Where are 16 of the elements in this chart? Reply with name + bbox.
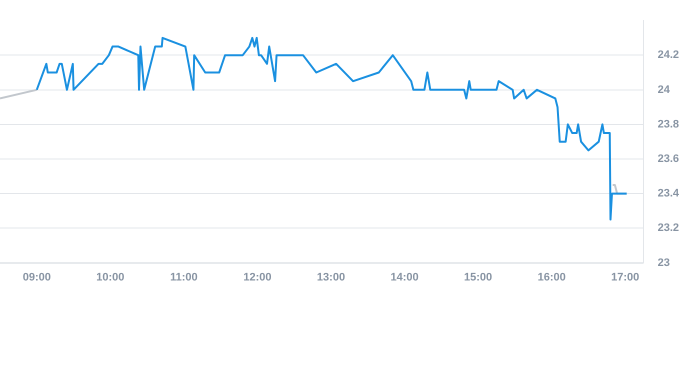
- x-tick-label: 15:00: [464, 271, 492, 284]
- y-tick-label: 24.2: [658, 49, 680, 62]
- y-tick-label: 23.4: [658, 188, 680, 200]
- x-tick-label: 14:00: [390, 271, 419, 284]
- x-tick-label: 11:00: [170, 271, 198, 284]
- y-tick-label: 23: [658, 256, 670, 269]
- x-tick-label: 09:00: [22, 271, 51, 284]
- y-tick-label: 23.6: [658, 153, 680, 166]
- x-tick-label: 16:00: [538, 271, 566, 284]
- x-tick-label: 17:00: [611, 271, 640, 284]
- y-tick-label: 24: [658, 84, 671, 96]
- x-tick-label: 10:00: [96, 271, 124, 284]
- x-tick-label: 13:00: [316, 271, 346, 284]
- x-tick-label: 12:00: [243, 271, 272, 284]
- y-tick-label: 23.2: [658, 222, 680, 234]
- y-tick-label: 23.8: [658, 118, 680, 130]
